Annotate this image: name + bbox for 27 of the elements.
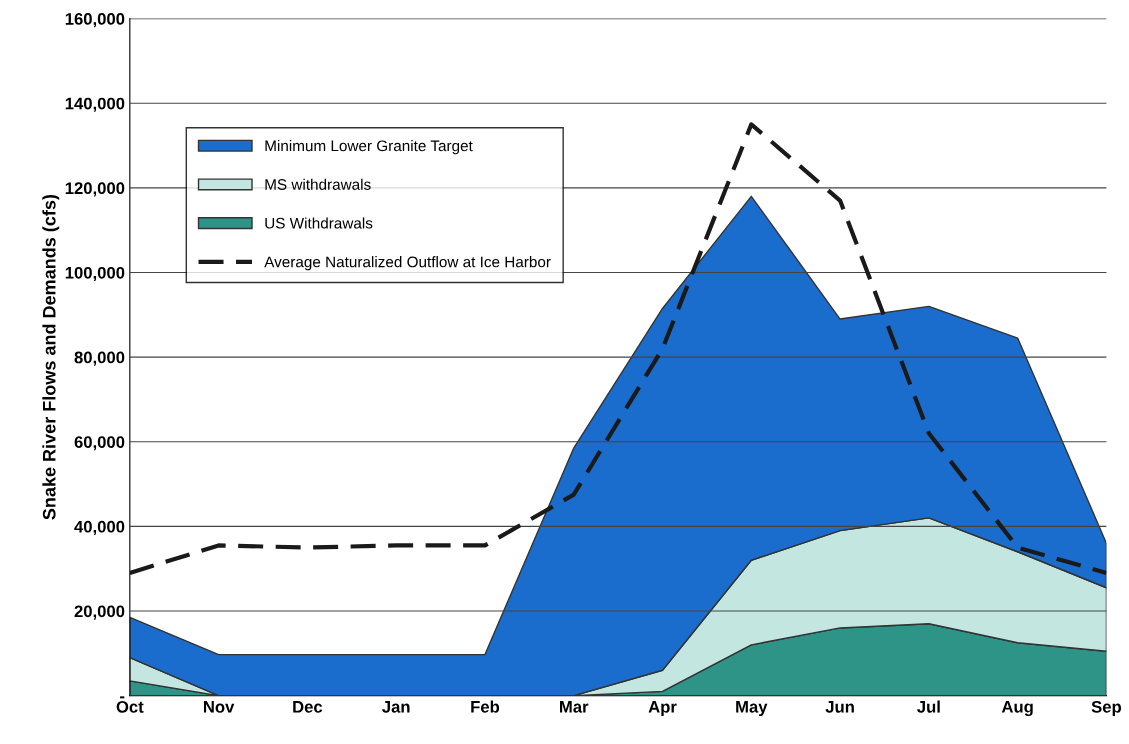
y-tick-label: 20,000 (74, 605, 125, 620)
x-tick-label: Apr (648, 701, 677, 717)
x-tick-label: Nov (203, 701, 235, 713)
y-tick-label: 80,000 (74, 351, 125, 366)
y-axis-title: Snake River Flows and Demands (cfs) (42, 194, 60, 520)
y-tick-label: 120,000 (65, 182, 125, 197)
legend-label: US Withdrawals (265, 217, 373, 229)
x-tick-label: Aug (1001, 701, 1033, 717)
x-tick-label: Sep (1091, 700, 1122, 717)
legend-label: Average Naturalized Outflow at Ice Harbor (264, 256, 551, 271)
x-tick-label: Mar (560, 701, 589, 713)
x-tick-label: Jul (917, 700, 940, 713)
y-tick-label: 140,000 (65, 97, 125, 112)
x-tick-label: Oct (116, 700, 144, 713)
y-tick-label: 100,000 (65, 266, 125, 282)
x-tick-label: Dec (293, 701, 323, 713)
y-tick-label: 60,000 (74, 436, 125, 451)
x-tick-label: May (736, 701, 768, 717)
y-tick-label: - (120, 696, 125, 699)
legend-label: MS withdrawals (265, 178, 371, 190)
x-tick-label: Feb (471, 700, 500, 713)
x-tick-label: Jun (825, 701, 854, 713)
y-tick-label: 160,000 (65, 13, 125, 28)
x-tick-label: Jan (382, 701, 410, 713)
y-tick-label: 40,000 (74, 520, 125, 535)
legend-label: Minimum Lower Granite Target (265, 140, 473, 155)
line-series (129, 122, 1107, 576)
